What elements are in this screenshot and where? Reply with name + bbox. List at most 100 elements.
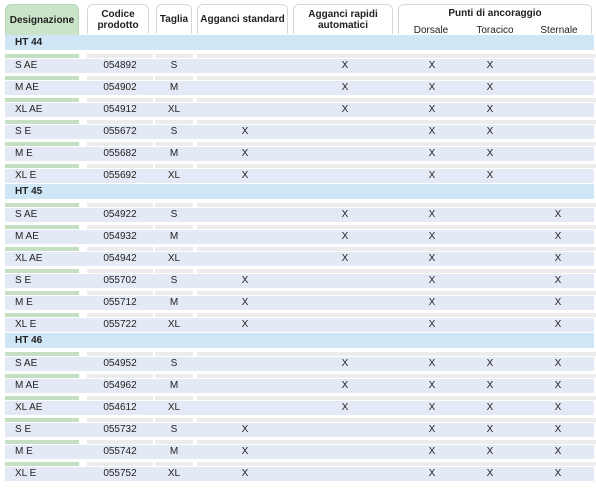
row-divider [5, 164, 79, 168]
row-divider [155, 374, 193, 378]
row-divider [293, 269, 397, 273]
table-row: M AE 054902 M X X X [5, 74, 596, 96]
taglia-cell: XL [167, 253, 181, 264]
row-divider [155, 203, 193, 207]
taglia-cell: XL [167, 319, 181, 330]
agganci-rapidi-cell [293, 445, 397, 459]
row-divider [155, 291, 193, 295]
dorsale-cell: X [428, 297, 436, 308]
row-divider [397, 313, 596, 317]
designazione-cell: S AE [15, 358, 38, 369]
designazione-cell: S AE [15, 209, 38, 220]
dorsale-cell: X [428, 319, 436, 330]
toracico-cell [457, 252, 523, 266]
agganci-rapidi-cell: X [341, 380, 349, 391]
row-divider [87, 396, 153, 400]
row-band [5, 274, 594, 288]
row-divider [397, 269, 596, 273]
row-divider [197, 54, 293, 58]
row-divider [293, 462, 397, 466]
header-agganci-standard-label: Agganci standard [200, 14, 285, 25]
agganci-rapidi-cell: X [341, 231, 349, 242]
taglia-cell: S [170, 358, 178, 369]
codice-cell: 055752 [103, 468, 137, 479]
table-row: S AE 054922 S X X X [5, 201, 596, 223]
table-row: M AE 054962 M X X X X [5, 372, 596, 394]
dorsale-cell: X [428, 402, 436, 413]
agganci-standard-cell: X [241, 275, 249, 286]
row-divider [293, 291, 397, 295]
sternale-cell: X [554, 297, 562, 308]
codice-cell: 054612 [103, 402, 137, 413]
row-divider [397, 120, 596, 124]
designazione-cell: S E [15, 424, 32, 435]
row-divider [87, 76, 153, 80]
dorsale-cell: X [428, 104, 436, 115]
designazione-cell: XL AE [15, 253, 43, 264]
sternale-cell: X [554, 446, 562, 457]
row-divider [197, 247, 293, 251]
designazione-cell: M AE [15, 380, 39, 391]
taglia-cell: XL [167, 468, 181, 479]
codice-cell: 054962 [103, 380, 137, 391]
row-divider [397, 396, 596, 400]
codice-cell: 054912 [103, 104, 137, 115]
toracico-cell: X [486, 468, 494, 479]
row-divider [5, 120, 79, 124]
header-codice-label: Codice prodotto [97, 8, 139, 31]
row-band [5, 81, 594, 95]
designazione-cell: M E [15, 297, 33, 308]
row-divider [397, 352, 596, 356]
agganci-standard-cell [197, 81, 293, 95]
row-divider [197, 120, 293, 124]
sternale-cell [525, 125, 591, 139]
codice-cell: 055732 [103, 424, 137, 435]
row-divider [155, 440, 193, 444]
agganci-rapidi-cell: X [341, 82, 349, 93]
codice-cell: 055692 [103, 170, 137, 181]
row-divider [293, 120, 397, 124]
row-divider [155, 313, 193, 317]
taglia-cell: XL [167, 402, 181, 413]
header-taglia-label: Taglia [159, 14, 189, 25]
dorsale-cell: X [428, 424, 436, 435]
row-divider [155, 418, 193, 422]
row-divider [155, 396, 193, 400]
row-divider [87, 291, 153, 295]
taglia-cell: XL [167, 170, 181, 181]
row-divider [155, 352, 193, 356]
sternale-cell: X [554, 402, 562, 413]
row-divider [87, 440, 153, 444]
row-band [5, 379, 594, 393]
row-divider [293, 418, 397, 422]
row-divider [155, 54, 193, 58]
codice-cell: 054952 [103, 358, 137, 369]
agganci-standard-cell [197, 379, 293, 393]
codice-cell: 054922 [103, 209, 137, 220]
designazione-cell: S E [15, 275, 32, 286]
header-codice-prodotto: Codice prodotto [87, 4, 149, 34]
agganci-rapidi-cell: X [341, 358, 349, 369]
agganci-standard-cell: X [241, 126, 249, 137]
sternale-cell [525, 81, 591, 95]
row-band [5, 423, 594, 437]
row-divider [5, 462, 79, 466]
dorsale-cell: X [428, 231, 436, 242]
designazione-cell: XL E [15, 319, 37, 330]
codice-cell: 055722 [103, 319, 137, 330]
designazione-cell: M AE [15, 82, 39, 93]
taglia-cell: S [170, 60, 178, 71]
row-divider [87, 352, 153, 356]
row-divider [155, 142, 193, 146]
row-divider [155, 164, 193, 168]
row-divider [197, 164, 293, 168]
row-band [5, 467, 594, 481]
agganci-rapidi-cell: X [341, 60, 349, 71]
toracico-cell [457, 274, 523, 288]
row-divider [397, 291, 596, 295]
codice-cell: 055742 [103, 446, 137, 457]
row-divider [5, 440, 79, 444]
row-divider [293, 76, 397, 80]
row-band [5, 445, 594, 459]
row-divider [293, 54, 397, 58]
